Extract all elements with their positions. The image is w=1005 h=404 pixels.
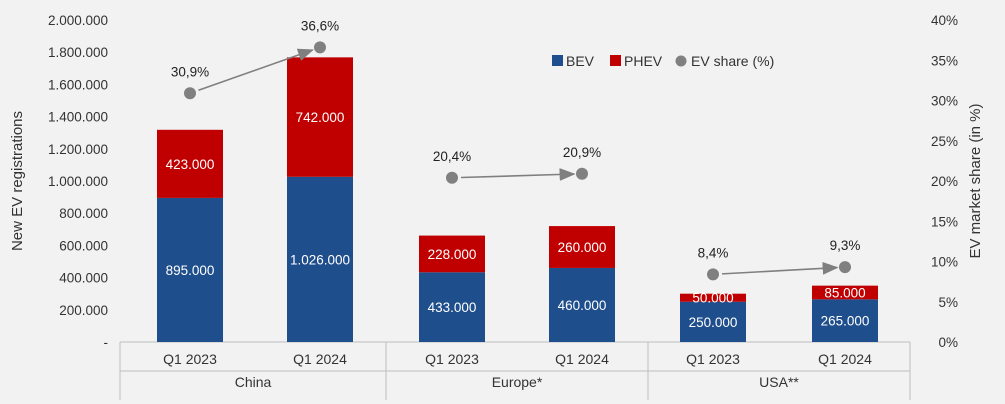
y2-tick-label: 25% <box>931 134 958 149</box>
phev-value-label: 742.000 <box>296 110 345 125</box>
phev-value-label: 423.000 <box>166 157 215 172</box>
bev-bar <box>812 299 878 342</box>
y-tick-label: 1.200.000 <box>48 142 108 157</box>
y2-tick-label: 10% <box>931 255 958 270</box>
legend-bev-label: BEV <box>566 53 595 69</box>
y2-tick-label: 15% <box>931 214 958 229</box>
y2-axis-title: EV market share (in %) <box>967 103 984 258</box>
phev-bar <box>812 285 878 300</box>
y-tick-label: 600.000 <box>59 238 108 253</box>
y-tick-label: 400.000 <box>59 271 108 286</box>
y-tick-label: 1.600.000 <box>48 77 108 92</box>
legend-phev-label: PHEV <box>624 53 663 69</box>
phev-bar <box>157 129 223 198</box>
group-label: China <box>235 374 272 390</box>
bev-bar <box>549 267 615 342</box>
ev-share-point <box>446 171 458 184</box>
y2-tick-label: 30% <box>931 94 958 109</box>
ev-share-label: 20,9% <box>563 145 601 160</box>
share-trend-arrow <box>721 261 839 275</box>
bev-bar <box>287 176 353 342</box>
category-label: Q1 2023 <box>425 351 479 367</box>
phev-bar <box>287 57 353 177</box>
legend-share-swatch <box>675 55 687 67</box>
phev-value-label: 85.000 <box>824 285 865 300</box>
ev-share-point <box>314 41 326 54</box>
share-trend-arrow <box>460 168 576 181</box>
y-tick-label: 1.000.000 <box>48 174 108 189</box>
ev-share-label: 8,4% <box>698 245 729 260</box>
y-axis-title: New EV registrations <box>9 111 26 251</box>
bev-bar <box>419 272 485 342</box>
bev-value-label: 250.000 <box>689 315 738 330</box>
y2-tick-label: 0% <box>938 335 958 350</box>
phev-value-label: 228.000 <box>428 247 477 262</box>
ev-share-label: 30,9% <box>171 64 209 79</box>
bev-value-label: 1.026.000 <box>290 252 350 267</box>
y-tick-label: 800.000 <box>59 206 108 221</box>
category-label: Q1 2024 <box>555 351 609 367</box>
ev-share-point <box>576 167 588 180</box>
bev-value-label: 460.000 <box>558 298 607 313</box>
ev-share-label: 36,6% <box>301 18 339 33</box>
y-tick-label: - <box>104 335 109 350</box>
bev-value-label: 265.000 <box>821 314 870 329</box>
share-trend-arrow <box>198 48 314 92</box>
legend-bev-swatch <box>552 55 563 66</box>
legend-share-label: EV share (%) <box>691 53 774 69</box>
group-label: Europe* <box>492 374 543 390</box>
ev-share-point <box>839 261 851 274</box>
y-tick-label: 1.400.000 <box>48 110 108 125</box>
phev-bar <box>680 293 746 302</box>
ev-share-label: 9,3% <box>830 238 861 253</box>
phev-value-label: 50.000 <box>692 291 733 306</box>
bev-bar <box>680 301 746 342</box>
ev-share-point <box>184 87 196 100</box>
phev-value-label: 260.000 <box>558 240 607 255</box>
y-tick-label: 1.800.000 <box>48 45 108 60</box>
y2-tick-label: 20% <box>931 174 958 189</box>
y2-tick-label: 35% <box>931 53 958 68</box>
y-tick-label: 200.000 <box>59 303 108 318</box>
bev-value-label: 433.000 <box>428 300 477 315</box>
category-label: Q1 2024 <box>293 351 347 367</box>
category-label: Q1 2023 <box>163 351 217 367</box>
category-label: Q1 2024 <box>818 351 872 367</box>
phev-bar <box>549 226 615 268</box>
bev-value-label: 895.000 <box>166 263 215 278</box>
y2-tick-label: 40% <box>931 13 958 28</box>
y2-tick-label: 5% <box>938 295 958 310</box>
category-label: Q1 2023 <box>686 351 740 367</box>
ev-share-point <box>707 268 719 281</box>
y-tick-label: 2.000.000 <box>48 13 108 28</box>
legend-phev-swatch <box>610 55 621 66</box>
ev-share-label: 20,4% <box>433 149 471 164</box>
phev-bar <box>419 235 485 273</box>
group-label: USA** <box>759 374 799 390</box>
bev-bar <box>157 197 223 342</box>
